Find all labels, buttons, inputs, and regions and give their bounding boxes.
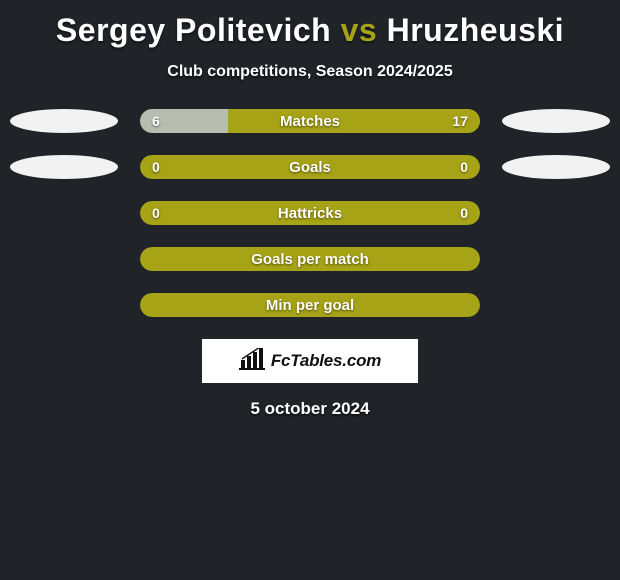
stat-row: Min per goal — [0, 293, 620, 317]
player2-badge — [502, 109, 610, 133]
stat-value-left: 6 — [140, 109, 172, 133]
stat-row: Hattricks0 0 — [0, 201, 620, 225]
bar-chart-icon — [239, 348, 265, 375]
player2-badge — [502, 155, 610, 179]
player2-name: Hruzheuski — [387, 12, 564, 48]
stat-row: Goals0 0 — [0, 155, 620, 179]
stat-bar: Goals per match — [140, 247, 480, 271]
stat-label: Matches — [140, 109, 480, 133]
stat-rows: Matches617Goals00Hattricks00Goals per ma… — [0, 109, 620, 317]
player1-badge — [10, 109, 118, 133]
stat-label: Goals — [140, 155, 480, 179]
stat-bar: Hattricks0 0 — [140, 201, 480, 225]
stat-bar: Min per goal — [140, 293, 480, 317]
vs-separator: vs — [341, 12, 378, 48]
brand-box: FcTables.com — [202, 339, 418, 383]
stat-value-left: 0 — [140, 201, 172, 225]
stat-bar: Goals0 0 — [140, 155, 480, 179]
date-label: 5 october 2024 — [0, 383, 620, 419]
stat-label: Min per goal — [140, 293, 480, 317]
comparison-infographic: Sergey Politevich vs Hruzheuski Club com… — [0, 0, 620, 419]
stat-value-left: 0 — [140, 155, 172, 179]
subtitle: Club competitions, Season 2024/2025 — [0, 53, 620, 109]
stat-row: Goals per match — [0, 247, 620, 271]
stat-value-right: 0 — [448, 201, 480, 225]
stat-label: Goals per match — [140, 247, 480, 271]
page-title: Sergey Politevich vs Hruzheuski — [0, 6, 620, 53]
player1-badge — [10, 155, 118, 179]
stat-value-right: 17 — [440, 109, 480, 133]
player1-name: Sergey Politevich — [56, 12, 331, 48]
brand-text: FcTables.com — [271, 351, 381, 371]
stat-bar: Matches6 17 — [140, 109, 480, 133]
stat-row: Matches6 17 — [0, 109, 620, 133]
stat-label: Hattricks — [140, 201, 480, 225]
stat-value-right: 0 — [448, 155, 480, 179]
